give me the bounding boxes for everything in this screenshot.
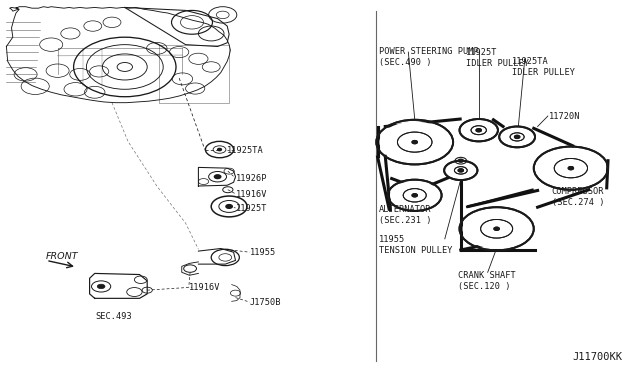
Circle shape [380,122,450,163]
Circle shape [412,141,417,144]
Circle shape [214,175,221,179]
Text: SEC.493: SEC.493 [95,312,132,321]
Circle shape [412,194,417,197]
Text: J11700KK: J11700KK [572,352,622,362]
Text: 11925TA
IDLER PULLEY: 11925TA IDLER PULLEY [512,57,575,77]
Text: POWER STEERING PUMP
(SEC.490 ): POWER STEERING PUMP (SEC.490 ) [379,46,479,67]
Circle shape [458,159,463,162]
Text: 11955: 11955 [250,248,276,257]
Text: CRANK SHAFT
(SEC.120 ): CRANK SHAFT (SEC.120 ) [458,271,516,291]
Text: FRONT: FRONT [46,252,79,261]
Text: ALTERNATOR
(SEC.231 ): ALTERNATOR (SEC.231 ) [379,205,431,225]
Text: J1750B: J1750B [250,298,281,307]
Text: 11925TA: 11925TA [227,146,264,155]
Text: 11925T: 11925T [236,204,267,213]
Text: 11925T
IDLER PULLEY: 11925T IDLER PULLEY [466,48,529,68]
Circle shape [390,181,440,210]
Text: 11955
TENSION PULLEY: 11955 TENSION PULLEY [379,235,452,255]
Circle shape [476,129,481,132]
Text: 11916V: 11916V [189,283,220,292]
Circle shape [97,284,105,289]
Circle shape [458,169,463,172]
Circle shape [412,194,417,197]
Circle shape [515,135,520,138]
Circle shape [515,135,520,138]
Circle shape [568,167,573,170]
Text: 11720N: 11720N [549,112,580,121]
Circle shape [476,129,481,132]
Circle shape [463,209,531,248]
Circle shape [218,148,221,151]
Circle shape [458,169,463,172]
Circle shape [445,161,476,179]
Circle shape [461,120,497,141]
Circle shape [412,141,417,144]
Circle shape [537,148,605,188]
Text: COMPRESSOR
(SEC.274 ): COMPRESSOR (SEC.274 ) [552,187,604,207]
Circle shape [500,127,534,147]
Circle shape [494,227,499,230]
Circle shape [568,167,573,170]
Circle shape [494,227,499,230]
Circle shape [226,205,232,208]
Text: 11926P: 11926P [236,174,267,183]
Text: 11916V: 11916V [236,190,267,199]
